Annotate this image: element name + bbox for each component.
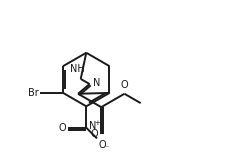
Text: N: N	[93, 78, 100, 88]
Text: Br: Br	[28, 88, 39, 98]
Text: O: O	[91, 129, 98, 139]
Text: N: N	[89, 121, 97, 131]
Text: ⁻: ⁻	[104, 143, 109, 152]
Text: O: O	[58, 123, 66, 133]
Text: O: O	[121, 80, 128, 90]
Text: O: O	[99, 140, 106, 150]
Text: NH: NH	[70, 65, 85, 74]
Text: +: +	[94, 120, 100, 126]
